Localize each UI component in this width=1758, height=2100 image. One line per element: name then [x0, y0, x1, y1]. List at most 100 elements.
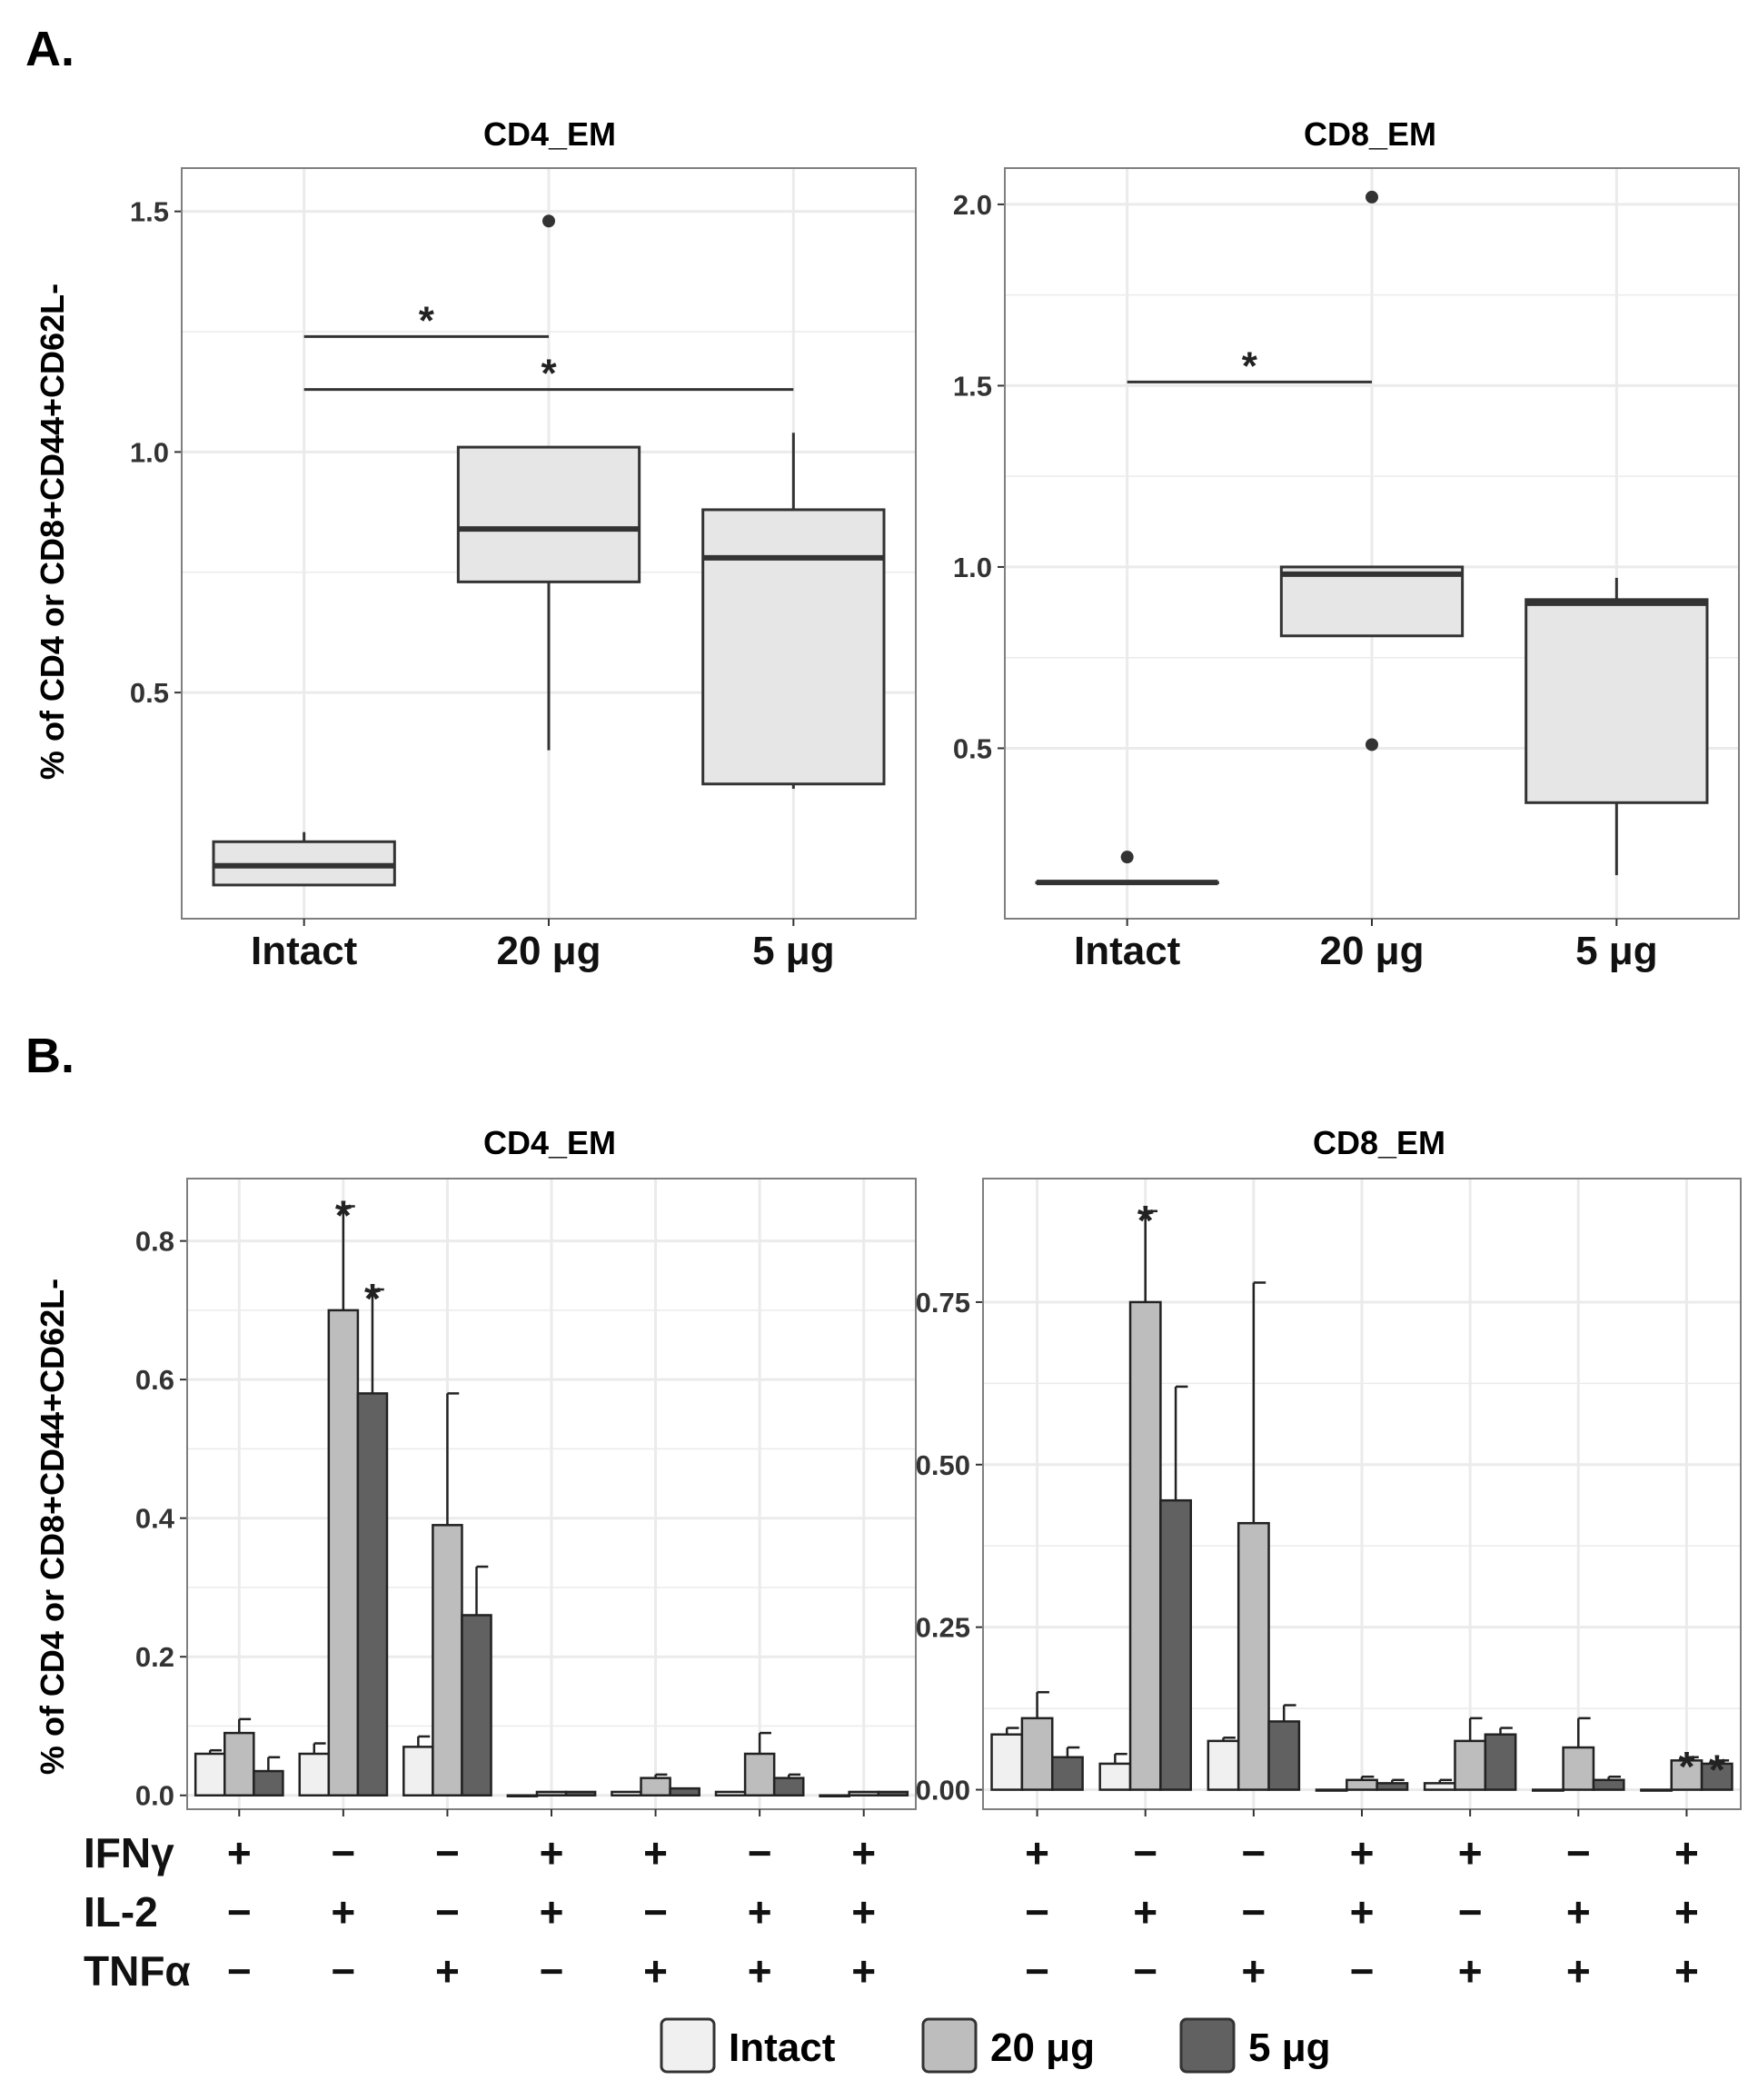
b-cd8-bar-intact-group-5 [1423, 1782, 1456, 1791]
a-cd4-ytick-label: 0.5 [130, 677, 169, 709]
b-cd8-bar-20-ug-group-3 [1237, 1521, 1270, 1791]
b-cd8-bar-intact-group-6 [1531, 1788, 1564, 1792]
b-cd8-bar-5-ug-group-1 [1051, 1756, 1084, 1791]
b-cd4-bar-20-ug-group-5 [640, 1777, 671, 1796]
combo-cd8-tnf-group-4: − [1350, 1947, 1375, 1995]
cytokine-label-il-2: IL-2 [84, 1888, 158, 1936]
a-cd8-xtick-label: Intact [1074, 929, 1181, 973]
combo-cd4-tnf-group-5: + [643, 1947, 668, 1995]
b-cd4-bar-5-ug-group-1 [253, 1769, 284, 1796]
barchart-cd4-em: 0.0 0.2 0.4 0.6 0.8 * * [135, 1178, 917, 1816]
b-cd8-bar-5-ug-group-6 [1592, 1778, 1625, 1791]
a-cd4-box-20-ug-iqr [456, 445, 641, 583]
legend-swatch-20ug [921, 2017, 978, 2074]
b-cd8-ytick-label: 0.00 [916, 1775, 970, 1806]
a-cd8-box-intact [1035, 851, 1219, 886]
b-cd8-bar-5-ug-group-5 [1484, 1733, 1517, 1791]
b-cd4-ytick-label: 0.4 [135, 1503, 175, 1535]
panel-b-ylabel: % of CD4 or CD8+CD44+CD62L- [34, 1279, 71, 1775]
combo-cd4-ifn-group-3: − [435, 1829, 460, 1876]
a-cd8-box-5-ug-iqr [1525, 598, 1709, 804]
combo-cd8-ifn-group-6: − [1566, 1829, 1591, 1876]
combo-cd8-il-2-group-7: + [1674, 1888, 1699, 1936]
a-cd8-box-20-ug [1279, 190, 1465, 751]
b-cd8-ytick-label: 0.25 [916, 1612, 970, 1644]
b-cd4-bar-20-ug-group-4 [535, 1790, 568, 1796]
combo-cd8-ifn-group-7: + [1674, 1829, 1699, 1876]
a-cd8-ytick-label: 1.5 [953, 370, 992, 402]
b-cd4-bar-intact-group-5 [611, 1790, 642, 1796]
combo-cd8-tnf-group-1: − [1025, 1947, 1049, 1995]
a-cd8-box-20-ug-outlier [1366, 190, 1378, 204]
b-cd4-bar-5-ug-group-3 [461, 1614, 492, 1796]
b-cd4-bar-5-ug-group-2 [356, 1392, 389, 1796]
b-cd8-bar-5-ug-group-3 [1267, 1720, 1301, 1791]
a-cd4-ytick-label: 1.5 [130, 196, 169, 228]
cytokine-label-tnf: TNFα [84, 1947, 191, 1995]
a-cd8-title: CD8_EM [1304, 115, 1436, 153]
b-cd8-bar-20-ug-group-2 [1128, 1300, 1162, 1791]
a-cd4-xtick-label: Intact [251, 929, 358, 973]
combo-cd4-ifn-group-4: + [540, 1829, 564, 1876]
combo-cd8-ifn-group-5: + [1458, 1829, 1483, 1876]
b-cd8-bar-20-ug-group-1 [1020, 1717, 1054, 1791]
combo-cd4-il-2-group-3: − [435, 1888, 460, 1936]
b-cd8-series-5-ug [1051, 1385, 1733, 1791]
panel-a-label: A. [25, 22, 74, 76]
combo-cd8-il-2-group-5: − [1458, 1888, 1483, 1936]
combo-cd4-tnf-group-4: − [540, 1947, 564, 1995]
b-cd8-bar-5-ug-group-2 [1159, 1498, 1193, 1791]
b-cd4-bar-intact-group-2 [298, 1752, 331, 1796]
combo-cd8-il-2-group-2: + [1133, 1888, 1157, 1936]
b-cd4-bar-5-ug-group-5 [669, 1786, 700, 1796]
b-cd4-series-5-ug [253, 1288, 909, 1796]
a-cd8-ytick-label: 2.0 [953, 189, 992, 221]
b-cd8-bar-5-ug-group-7 [1700, 1762, 1733, 1791]
legend: Intact 20 μg 5 μg [660, 2017, 1331, 2074]
a-cd8-significance-star: * [1242, 343, 1258, 388]
combo-cd4-ifn-group-2: − [331, 1829, 355, 1876]
combo-cd8-tnf-group-3: + [1241, 1947, 1266, 1995]
combo-cd8-ifn-group-3: − [1241, 1829, 1266, 1876]
a-cd8-ytick-label: 1.0 [953, 552, 992, 583]
b-cd8-title: CD8_EM [1313, 1124, 1445, 1161]
combo-cd8-ifn-group-4: + [1350, 1829, 1375, 1876]
b-cd4-significance-star: * [335, 1192, 352, 1239]
a-cd4-box-20-ug [456, 214, 641, 751]
combo-cd8-ifn-group-1: + [1025, 1829, 1049, 1876]
b-cd8-bar-20-ug-group-5 [1454, 1739, 1487, 1791]
combo-cd4-tnf-group-2: − [331, 1947, 355, 1995]
panel-a-ylabel: % of CD4 or CD8+CD44+CD62L- [34, 284, 71, 780]
b-cd4-series-intact [194, 1735, 850, 1797]
b-cd4-title: CD4_EM [483, 1124, 616, 1161]
b-cd8-bar-intact-group-7 [1640, 1788, 1673, 1792]
combo-cd4-tnf-group-3: + [435, 1947, 460, 1995]
b-cd4-ytick-label: 0.6 [135, 1364, 174, 1396]
b-cd4-ytick-label: 0.0 [135, 1780, 174, 1812]
a-cd8-box-20-ug-outlier [1366, 738, 1378, 751]
combo-cd4-il-2-group-4: + [540, 1888, 564, 1936]
b-cd8-bar-intact-group-3 [1207, 1739, 1240, 1791]
combo-cd4-ifn-group-5: + [643, 1829, 668, 1876]
b-cd4-ytick-label: 0.2 [135, 1641, 174, 1673]
combo-cd4-il-2-group-6: + [748, 1888, 772, 1936]
a-cd4-box-5-ug-iqr [701, 508, 886, 786]
a-cd4-ytick-label: 1.0 [130, 436, 169, 468]
b-cd4-bar-5-ug-group-7 [877, 1790, 909, 1796]
b-cd8-series-20-ug [1020, 1209, 1703, 1791]
a-cd4-xtick-label: 5 μg [752, 929, 835, 973]
a-cd4-significance-star: * [419, 298, 435, 343]
b-cd4-bar-intact-group-1 [194, 1752, 226, 1796]
legend-swatch-intact [660, 2017, 716, 2074]
b-cd8-ytick-label: 0.50 [916, 1449, 970, 1481]
b-cd4-series-20-ug [223, 1205, 880, 1796]
combo-cd4-il-2-group-1: − [227, 1888, 252, 1936]
b-cd4-bar-20-ug-group-6 [743, 1752, 776, 1796]
combo-cd8-il-2-group-1: − [1025, 1888, 1049, 1936]
b-cd8-significance-star: * [1678, 1743, 1694, 1790]
legend-swatch-5ug [1179, 2017, 1236, 2074]
b-cd8-bar-intact-group-4 [1315, 1788, 1348, 1792]
b-cd8-bar-5-ug-group-4 [1376, 1782, 1409, 1791]
a-cd8-box-5-ug [1525, 577, 1709, 876]
